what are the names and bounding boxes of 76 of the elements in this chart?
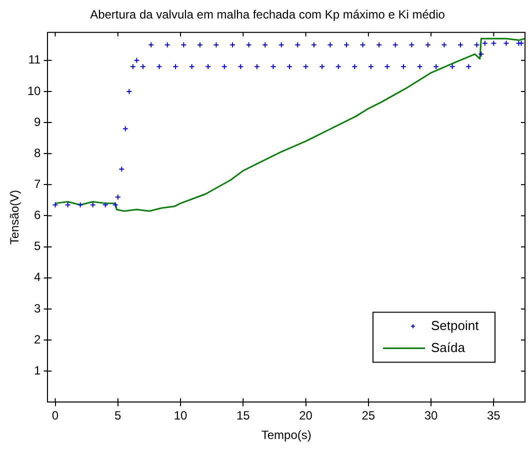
y-tick-label: 7 (34, 176, 42, 191)
y-tick-label: 10 (27, 84, 42, 98)
point (102, 202, 108, 208)
point (278, 42, 284, 48)
y-tick-label: 9 (34, 114, 42, 129)
point (294, 42, 301, 48)
y-tick-label: 1 (34, 363, 42, 378)
point (118, 166, 125, 172)
point (221, 64, 228, 70)
point (368, 64, 374, 70)
x-tick-label: 25 (362, 408, 376, 423)
legend-label: Saída (431, 340, 466, 355)
x-tick-label: 30 (424, 408, 438, 423)
y-tick-label: 8 (34, 146, 42, 160)
x-tick-label: 10 (174, 408, 188, 423)
point (319, 64, 326, 70)
point (122, 126, 128, 132)
point (327, 42, 334, 48)
y-tick-label: 11 (28, 52, 42, 67)
chart-title: Abertura da valvula em malha fechada com Kp máximo e Ki médio (90, 8, 446, 22)
point (310, 42, 317, 48)
x-tick-label: 5 (114, 408, 122, 423)
x-tick-label: 0 (52, 408, 59, 423)
point (77, 202, 84, 208)
point (433, 64, 440, 70)
point (180, 42, 187, 48)
legend-label: Setpoint (431, 318, 480, 333)
point (148, 42, 154, 48)
x-tick-label: 20 (299, 408, 313, 423)
point (490, 40, 497, 46)
x-tick-label: 35 (487, 408, 501, 423)
point (205, 64, 212, 70)
point (156, 64, 162, 70)
point (164, 42, 170, 48)
point (392, 42, 398, 48)
y-tick-label: 5 (34, 239, 42, 254)
point (441, 42, 448, 48)
point (344, 42, 350, 48)
point (478, 51, 484, 58)
point (466, 64, 472, 70)
point (503, 40, 510, 46)
y-tick-label: 4 (34, 270, 42, 284)
point (449, 64, 456, 70)
point (352, 64, 358, 70)
point (424, 42, 431, 48)
point (246, 42, 252, 48)
point (114, 194, 121, 200)
point (262, 42, 268, 48)
x-axis-title: Tempo(s) (261, 428, 312, 442)
point (270, 64, 276, 70)
point (360, 42, 366, 48)
point (335, 64, 342, 70)
point (416, 64, 423, 70)
point (474, 42, 480, 48)
point (238, 64, 244, 70)
y-tick-label: 2 (34, 332, 42, 346)
y-tick-label: 6 (34, 208, 42, 222)
x-tick-label: 15 (236, 408, 250, 423)
point (134, 57, 140, 64)
point (384, 64, 390, 70)
point (213, 42, 220, 48)
point (482, 40, 488, 46)
point (302, 64, 309, 70)
point (130, 64, 136, 70)
point (52, 202, 58, 208)
y-tick-label: 3 (34, 301, 42, 316)
point (112, 202, 118, 208)
point (90, 202, 96, 208)
point (376, 42, 382, 48)
point (254, 64, 260, 70)
point (64, 202, 71, 208)
point (140, 64, 146, 70)
point (408, 42, 415, 48)
y-axis-title: Tensão(V) (8, 190, 22, 245)
point (188, 64, 195, 70)
point (196, 42, 203, 48)
